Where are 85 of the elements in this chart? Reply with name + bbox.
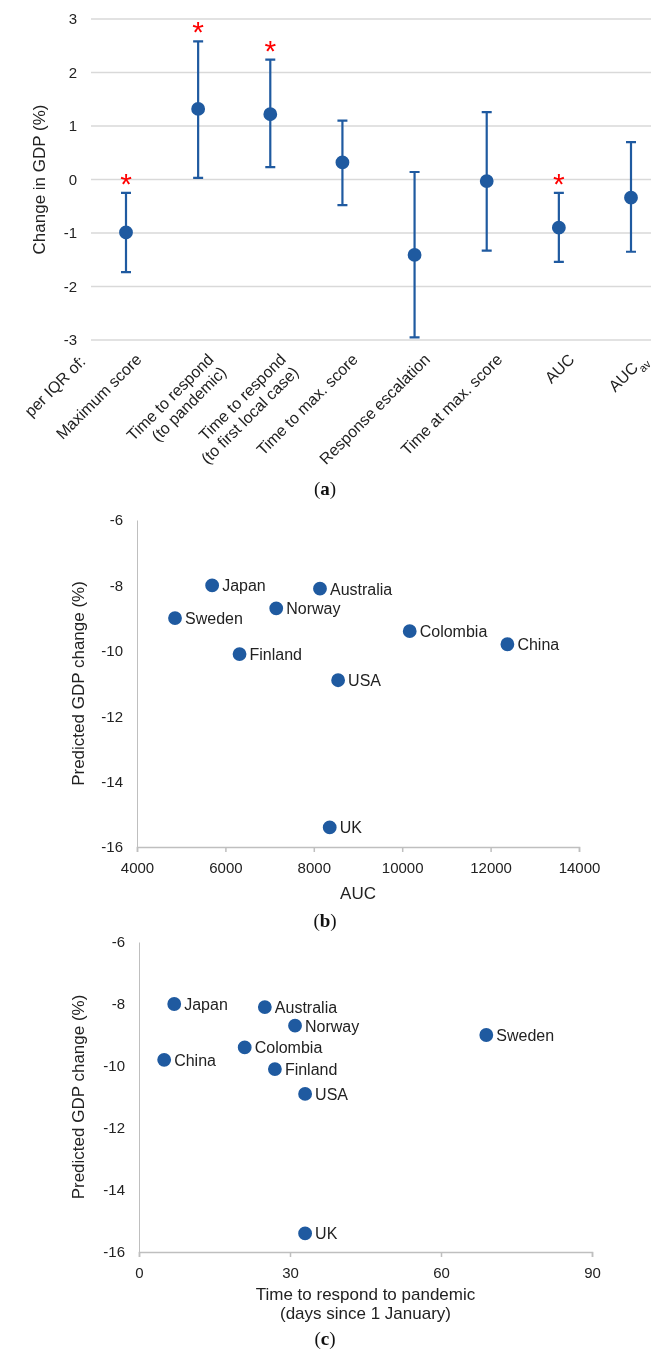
series-label: USA	[348, 672, 382, 690]
point	[624, 190, 638, 205]
y-tick-label: -10	[103, 1057, 125, 1075]
y-tick-label: -12	[101, 707, 123, 725]
point	[335, 155, 350, 170]
point	[479, 174, 494, 188]
point	[322, 820, 337, 835]
x-axis-title: Time to respond to pandemic (days since 1 January)	[255, 1285, 476, 1323]
text: (b)	[313, 910, 337, 932]
y-tick-label: 2	[68, 63, 77, 81]
series-label: Finland	[284, 1061, 338, 1079]
point	[232, 647, 247, 661]
series-label: Australia	[329, 580, 393, 598]
y-axis-title: Change in GDP (%)	[30, 104, 49, 255]
series-label: Japan	[222, 577, 266, 595]
point	[551, 220, 566, 235]
y-tick-label: -16	[103, 1243, 125, 1261]
y-tick-label: -6	[111, 933, 125, 951]
series-label: Japan	[184, 996, 228, 1013]
point	[269, 601, 284, 616]
x-tick-label: 4000	[120, 858, 155, 876]
y-tick-label: -14	[103, 1181, 125, 1199]
x-tick-label: 12000	[470, 858, 512, 876]
point	[313, 581, 327, 596]
x-tick-label: 10000	[381, 858, 424, 876]
data-label: *	[553, 166, 566, 200]
x-tick-label: 90	[584, 1263, 601, 1281]
y-axis-title: Predicted GDP change (%)	[69, 994, 88, 1200]
point	[267, 1062, 282, 1076]
series-label: UK	[315, 1225, 338, 1243]
y-tick-label: -8	[111, 995, 125, 1013]
point	[288, 1018, 302, 1033]
series-label: Australia	[274, 999, 338, 1017]
series-label: Colombia	[419, 623, 488, 641]
x-tick-label: 0	[135, 1263, 144, 1281]
y-tick-label: -1	[63, 224, 77, 242]
data-label: *	[120, 166, 133, 200]
point	[168, 611, 182, 625]
x-tick-label: 8000	[297, 858, 331, 876]
x-axis-title: AUC	[340, 884, 376, 903]
point	[402, 624, 417, 639]
point	[500, 637, 515, 652]
series-label: Sweden	[496, 1027, 555, 1044]
point	[331, 673, 346, 688]
y-tick-label: -8	[109, 576, 123, 594]
point	[205, 578, 220, 593]
x-tick-label: 14000	[558, 858, 601, 876]
point	[157, 1052, 172, 1067]
y-tick-label: -3	[63, 331, 77, 349]
text: (c)	[314, 1328, 336, 1350]
y-tick-label: 3	[68, 10, 77, 28]
point	[298, 1087, 313, 1101]
y-tick-label: -6	[109, 511, 123, 529]
point	[257, 1000, 272, 1014]
series-label: USA	[315, 1085, 349, 1103]
point	[479, 1028, 494, 1042]
series-label: UK	[339, 819, 363, 837]
x-tick-label: 60	[433, 1263, 450, 1281]
data-label: *	[264, 33, 277, 67]
point	[119, 225, 133, 240]
series-label: Finland	[249, 646, 303, 664]
series-label: Colombia	[254, 1039, 323, 1057]
series-label: China	[174, 1051, 217, 1069]
y-axis-title: Predicted GDP change (%)	[69, 581, 88, 786]
series-label: Norway	[286, 600, 341, 618]
series-label: Norway	[305, 1017, 360, 1035]
y-tick-label: 0	[68, 170, 77, 188]
point	[167, 997, 182, 1011]
x-tick-label: 30	[282, 1263, 299, 1281]
point	[298, 1226, 313, 1241]
point	[407, 248, 422, 262]
y-tick-label: 1	[68, 117, 77, 135]
point	[263, 107, 278, 122]
data-label: *	[192, 15, 205, 49]
x-tick-label: 6000	[209, 858, 243, 876]
y-tick-label: -14	[101, 772, 123, 790]
y-tick-label: -10	[101, 642, 123, 660]
point	[237, 1040, 252, 1055]
point	[191, 101, 206, 116]
y-tick-label: -16	[101, 838, 123, 856]
series-label: China	[517, 636, 560, 654]
text: (a)	[313, 478, 337, 500]
y-tick-label: -2	[63, 277, 77, 295]
series-label: Sweden	[185, 610, 243, 628]
y-tick-label: -12	[103, 1119, 125, 1137]
